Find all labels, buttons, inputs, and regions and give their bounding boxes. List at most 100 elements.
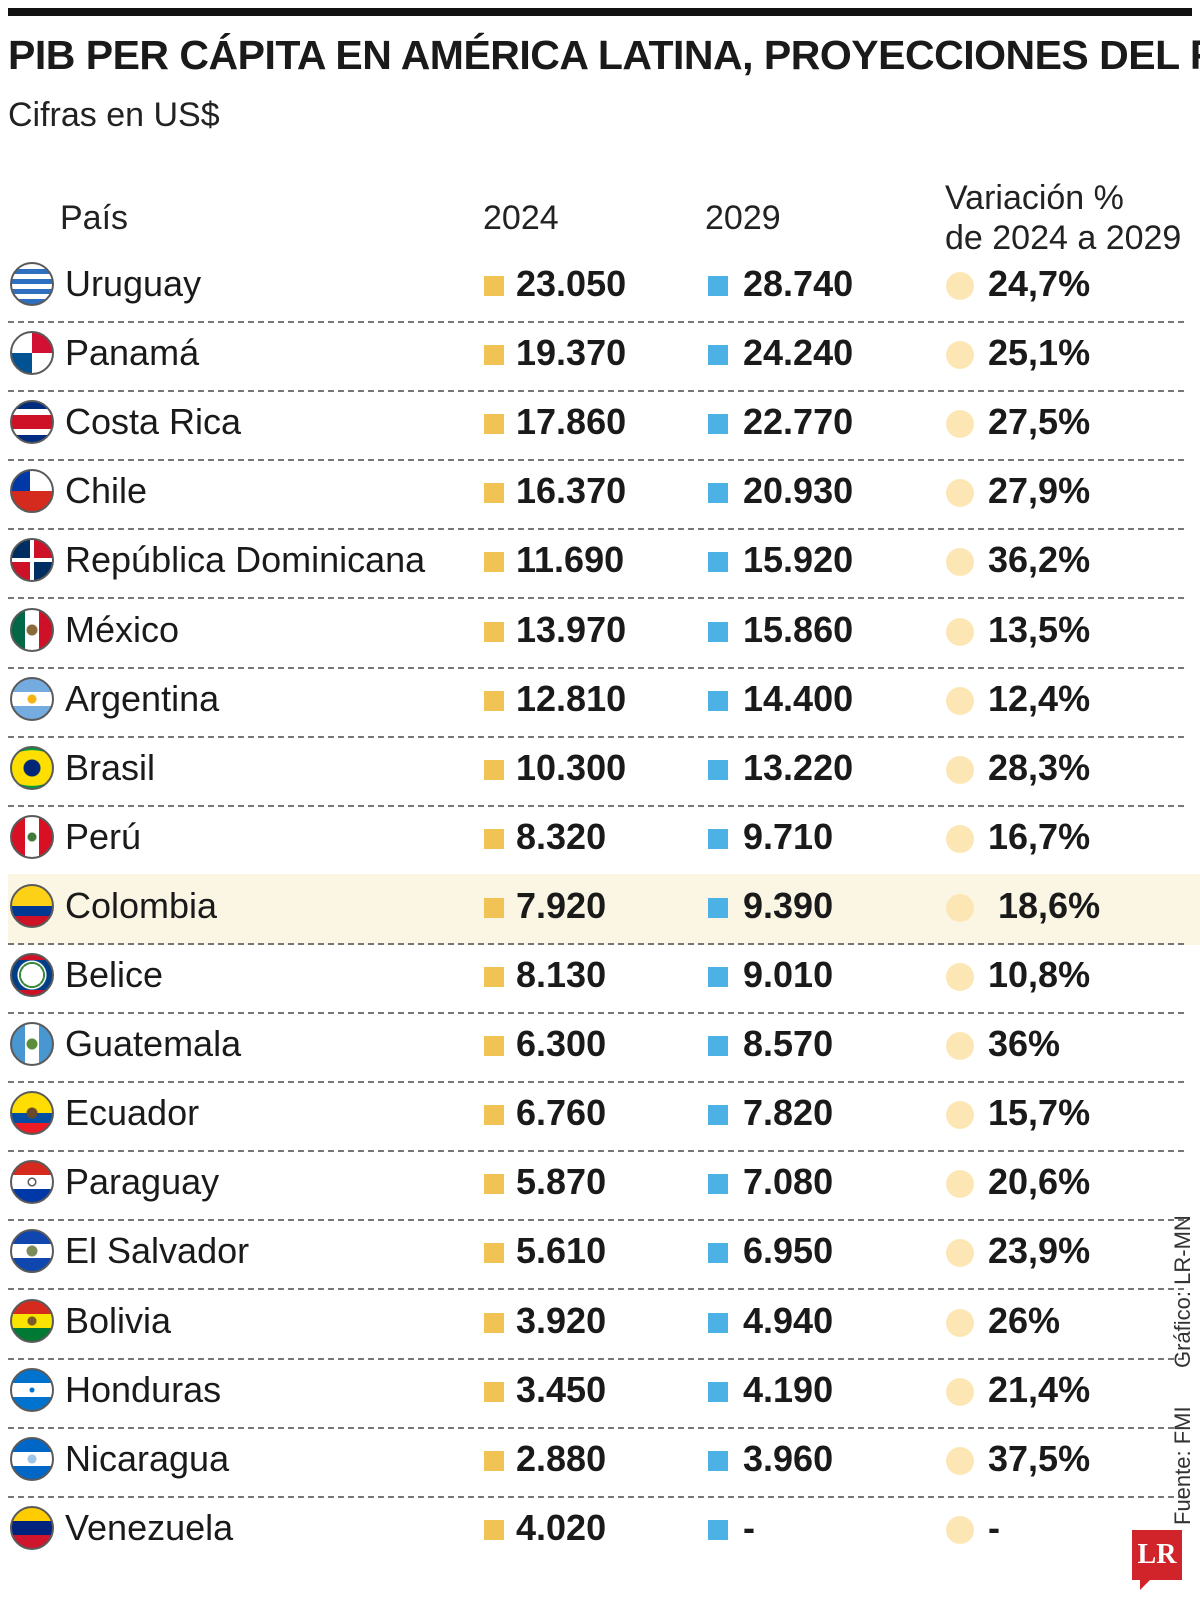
row-separator	[8, 390, 1184, 393]
value-2029: 22.770	[743, 401, 854, 443]
country-name: Ecuador	[65, 1092, 200, 1134]
row-separator	[8, 528, 1184, 531]
country-name: Belice	[65, 954, 164, 995]
value-variation: 12,4%	[988, 677, 1091, 719]
row-separator	[8, 1288, 1184, 1291]
table-row: Chile 16.370 20.930 27,9%	[8, 459, 1200, 531]
peru-flag-icon	[10, 814, 54, 859]
variation-dot	[946, 1515, 974, 1544]
legend-square-2029	[708, 1105, 728, 1126]
argentina-flag-icon	[10, 676, 54, 721]
costa-rica-flag-icon	[10, 400, 54, 445]
table-row: Venezuela 4.020 - -	[8, 1496, 1200, 1567]
value-2029: 7.820	[743, 1092, 834, 1134]
value-variation: -	[988, 1506, 1000, 1548]
value-2024: 16.370	[516, 470, 627, 512]
legend-square-2024	[484, 1312, 504, 1333]
country-name: Colombia	[65, 884, 218, 926]
country-name: Bolivia	[65, 1299, 172, 1341]
table-row: Ecuador 6.760 7.820 15,7%	[8, 1081, 1200, 1153]
variation-dot	[946, 1308, 974, 1337]
legend-square-2029	[708, 1243, 728, 1264]
lr-logo: LR	[1132, 1530, 1182, 1590]
value-2024: 5.870	[516, 1161, 607, 1203]
country-name: El Salvador	[65, 1230, 250, 1272]
country-name: República Dominicana	[65, 539, 426, 581]
table-row: Bolivia 3.920 4.940 26%	[8, 1289, 1200, 1360]
value-2029: 4.940	[743, 1299, 834, 1341]
legend-square-2029	[708, 1036, 728, 1057]
value-2029: 9.010	[743, 954, 834, 995]
legend-square-2029	[708, 1450, 728, 1471]
country-name: Nicaragua	[65, 1437, 230, 1479]
value-2029: 15.920	[743, 539, 854, 581]
value-variation: 25,1%	[988, 332, 1091, 374]
value-variation: 28,3%	[988, 746, 1091, 788]
value-2024: 4.020	[516, 1506, 607, 1548]
legend-square-2024	[484, 552, 504, 573]
country-name: Venezuela	[65, 1506, 234, 1548]
value-2024: 10.300	[516, 746, 627, 788]
row-separator	[8, 735, 1184, 738]
variation-dot	[946, 1446, 974, 1475]
value-2029: 9.710	[743, 815, 834, 857]
value-variation: 36,2%	[988, 539, 1091, 581]
venezuela-flag-icon	[10, 1505, 54, 1550]
row-separator	[8, 942, 1184, 945]
table-row: Uruguay 23.050 28.740 24,7%	[8, 252, 1200, 323]
variation-dot	[946, 893, 974, 922]
country-name: México	[65, 608, 180, 650]
legend-square-2029	[708, 759, 728, 780]
table-row: Panamá 19.370 24.240 25,1%	[8, 321, 1200, 393]
value-2024: 6.300	[516, 1023, 607, 1065]
legend-square-2029	[708, 276, 728, 296]
el-salvador-flag-icon	[10, 1229, 54, 1274]
row-separator	[8, 666, 1184, 669]
value-variation: 26%	[988, 1299, 1061, 1341]
table-row: Belice 8.130 9.010 10,8%	[8, 943, 1200, 1014]
panama-flag-icon	[10, 331, 54, 376]
country-name: Panamá	[65, 332, 200, 374]
country-name: Costa Rica	[65, 401, 242, 443]
row-separator	[8, 1081, 1184, 1084]
value-2029: 6.950	[743, 1230, 834, 1272]
legend-square-2029	[708, 897, 728, 918]
legend-square-2029	[708, 1312, 728, 1333]
ecuador-flag-icon	[10, 1091, 54, 1136]
value-2029: -	[743, 1506, 755, 1548]
value-variation: 16,7%	[988, 815, 1091, 857]
legend-square-2024	[484, 897, 504, 918]
legend-square-2024	[484, 1381, 504, 1402]
value-2029: 24.240	[743, 332, 854, 374]
table-row: Costa Rica 17.860 22.770 27,5%	[8, 390, 1200, 462]
table-row: República Dominicana 11.690 15.920 36,2%	[8, 528, 1200, 600]
value-2024: 19.370	[516, 332, 627, 374]
legend-square-2024	[484, 1105, 504, 1126]
honduras-flag-icon	[10, 1367, 54, 1412]
value-2024: 11.690	[516, 539, 625, 581]
value-variation: 27,9%	[988, 470, 1091, 512]
value-variation: 27,5%	[988, 401, 1091, 443]
credit-source: Fuente: FMI	[1170, 1406, 1195, 1525]
legend-square-2024	[484, 1036, 504, 1057]
nicaragua-flag-icon	[10, 1436, 54, 1481]
value-variation: 23,9%	[988, 1230, 1091, 1272]
row-separator	[8, 1357, 1184, 1360]
value-2024: 2.880	[516, 1437, 607, 1479]
header-variation-line2: de 2024 a 2029	[945, 219, 1182, 257]
chile-flag-icon	[10, 469, 54, 514]
brazil-flag-icon	[10, 745, 54, 790]
value-2029: 9.390	[743, 884, 834, 926]
country-name: Guatemala	[65, 1023, 242, 1065]
table-row: Guatemala 6.300 8.570 36%	[8, 1012, 1200, 1084]
variation-dot	[946, 548, 974, 577]
legend-square-2029	[708, 828, 728, 849]
value-2029: 3.960	[743, 1437, 834, 1479]
variation-dot	[946, 1101, 974, 1130]
legend-square-2024	[484, 690, 504, 711]
legend-square-2029	[708, 1519, 728, 1540]
table-row: Paraguay 5.870 7.080 20,6%	[8, 1150, 1200, 1222]
variation-dot	[946, 755, 974, 784]
dominican-republic-flag-icon	[10, 538, 54, 583]
paraguay-flag-icon	[10, 1160, 54, 1205]
